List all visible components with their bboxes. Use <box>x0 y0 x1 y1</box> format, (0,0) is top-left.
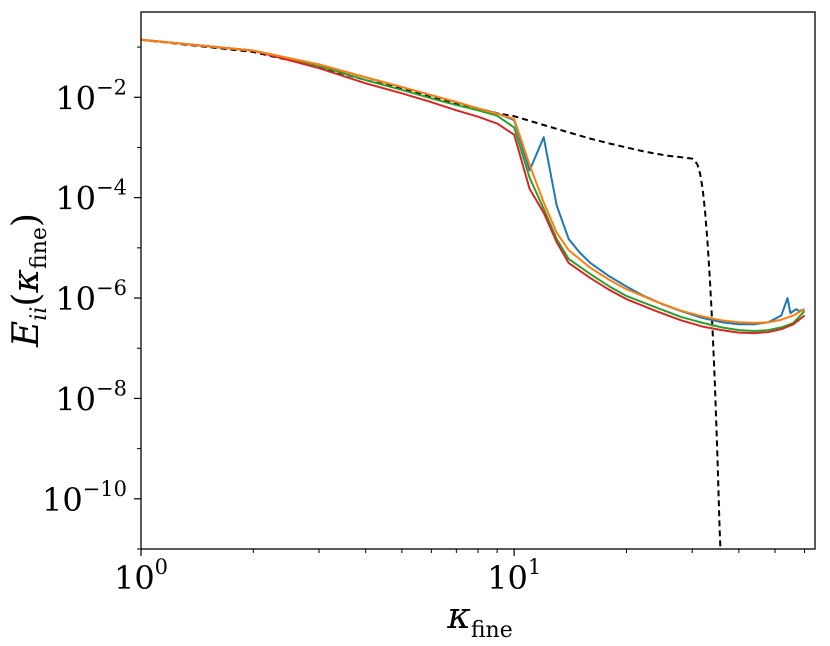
y-tick-label: 10−6 <box>55 276 127 318</box>
plot-frame <box>140 11 816 550</box>
series-line-3 <box>141 38 806 333</box>
x-tick-label: 101 <box>487 555 541 597</box>
series-line-2 <box>141 38 805 326</box>
series-line-4 <box>141 38 806 335</box>
y-tick-label: 10−2 <box>55 75 127 117</box>
y-axis-title-sub: ii <box>27 307 52 321</box>
x-axis-title: κfine <box>446 596 512 643</box>
y-axis-title-base: E <box>6 321 47 348</box>
x-tick-label: 100 <box>114 555 168 597</box>
tick-layer: 100 101 10−2 10−4 10−6 10−8 10−10 <box>42 46 806 597</box>
series-line-1 <box>141 38 722 549</box>
y-axis-title-open: ( <box>6 293 47 307</box>
y-axis-title-argsub: fine <box>27 227 52 269</box>
y-tick-label: 10−4 <box>55 176 127 218</box>
x-axis-title-base: κ <box>446 596 471 637</box>
y-tick-label: 10−8 <box>55 376 127 418</box>
y-axis-title-close: ) <box>6 213 47 227</box>
y-tick-label: 10−10 <box>42 477 127 519</box>
series-line-5 <box>141 38 806 324</box>
series-layer <box>141 38 806 549</box>
y-axis-title: Eii(κfine) <box>6 213 52 348</box>
y-axis-title-arg: κ <box>6 269 47 294</box>
x-axis-title-sub: fine <box>471 618 513 643</box>
